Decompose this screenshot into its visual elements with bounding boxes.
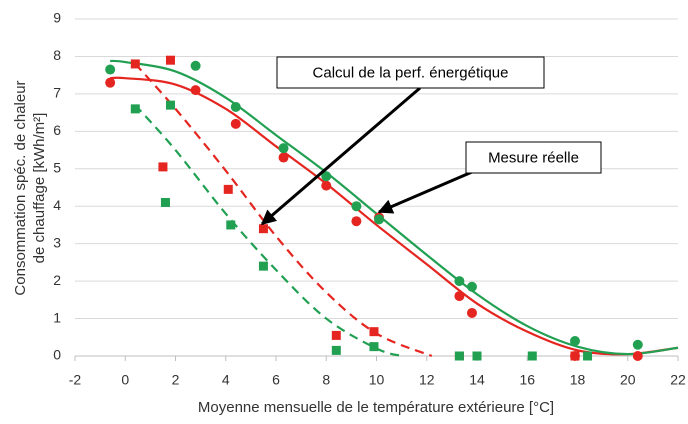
- point: [454, 351, 464, 361]
- point: [321, 180, 332, 191]
- point: [351, 201, 362, 212]
- point: [278, 143, 289, 154]
- trend-line: [110, 59, 679, 356]
- y-tick-label: 7: [53, 85, 61, 101]
- x-tick-label: 0: [121, 372, 129, 388]
- y-tick-label: 5: [53, 159, 61, 175]
- x-tick-label: 2: [172, 372, 180, 388]
- point: [369, 342, 379, 352]
- y-tick-label: 6: [53, 122, 61, 138]
- point: [130, 104, 140, 114]
- point: [454, 276, 465, 287]
- point: [158, 162, 168, 172]
- point: [226, 220, 236, 230]
- point: [454, 291, 465, 302]
- point: [278, 152, 289, 163]
- point: [190, 60, 201, 71]
- point: [258, 224, 268, 234]
- y-tick-label: 0: [53, 347, 61, 363]
- point: [569, 336, 580, 347]
- point: [160, 197, 170, 207]
- x-tick-label: 22: [670, 372, 686, 388]
- point: [165, 55, 175, 65]
- point: [351, 216, 362, 227]
- annotation-arrow: [260, 86, 421, 226]
- x-tick-label: 12: [419, 372, 435, 388]
- y-axis-label: Consommation spéc. de chaleur: [12, 80, 29, 295]
- y-tick-label: 3: [53, 234, 61, 250]
- point: [190, 85, 201, 96]
- point: [331, 345, 341, 355]
- y-tick-label: 1: [53, 309, 61, 325]
- x-tick-label: 4: [222, 372, 230, 388]
- point: [165, 100, 175, 110]
- annotation-box: [276, 56, 545, 89]
- point: [223, 184, 233, 194]
- point: [570, 351, 580, 361]
- annotation-arrow: [377, 170, 473, 214]
- y-tick-label: 2: [53, 272, 61, 288]
- point: [230, 101, 241, 112]
- point: [472, 351, 482, 361]
- point: [258, 261, 268, 271]
- point: [105, 64, 116, 75]
- point: [632, 351, 643, 361]
- x-tick-label: 18: [570, 372, 586, 388]
- x-tick-label: 14: [469, 372, 485, 388]
- annotation-box: [465, 141, 602, 174]
- point: [369, 327, 379, 337]
- point: [130, 59, 140, 69]
- x-tick-label: 10: [369, 372, 385, 388]
- point: [105, 77, 116, 88]
- trend-line: [110, 76, 679, 356]
- y-axis-label: de chauffage [kWh/m²]: [31, 113, 48, 264]
- point: [527, 351, 537, 361]
- y-tick-label: 8: [53, 47, 61, 63]
- y-tick-label: 9: [53, 10, 61, 26]
- x-tick-label: 6: [272, 372, 280, 388]
- point: [230, 118, 241, 129]
- point: [331, 330, 341, 340]
- annotation: Calcul de la perf. énergétique: [313, 64, 509, 81]
- x-tick-label: 20: [620, 372, 636, 388]
- x-tick-label: 16: [519, 372, 535, 388]
- annotation: Mesure réelle: [488, 149, 579, 166]
- y-tick-label: 4: [53, 197, 61, 213]
- point: [374, 214, 385, 225]
- point: [466, 307, 477, 318]
- x-tick-label: -2: [69, 372, 82, 388]
- x-axis-label: Moyenne mensuelle de le température exté…: [198, 399, 554, 416]
- x-tick-label: 8: [322, 372, 330, 388]
- point: [632, 339, 643, 350]
- point: [466, 281, 477, 292]
- point: [583, 351, 593, 361]
- point: [321, 171, 332, 182]
